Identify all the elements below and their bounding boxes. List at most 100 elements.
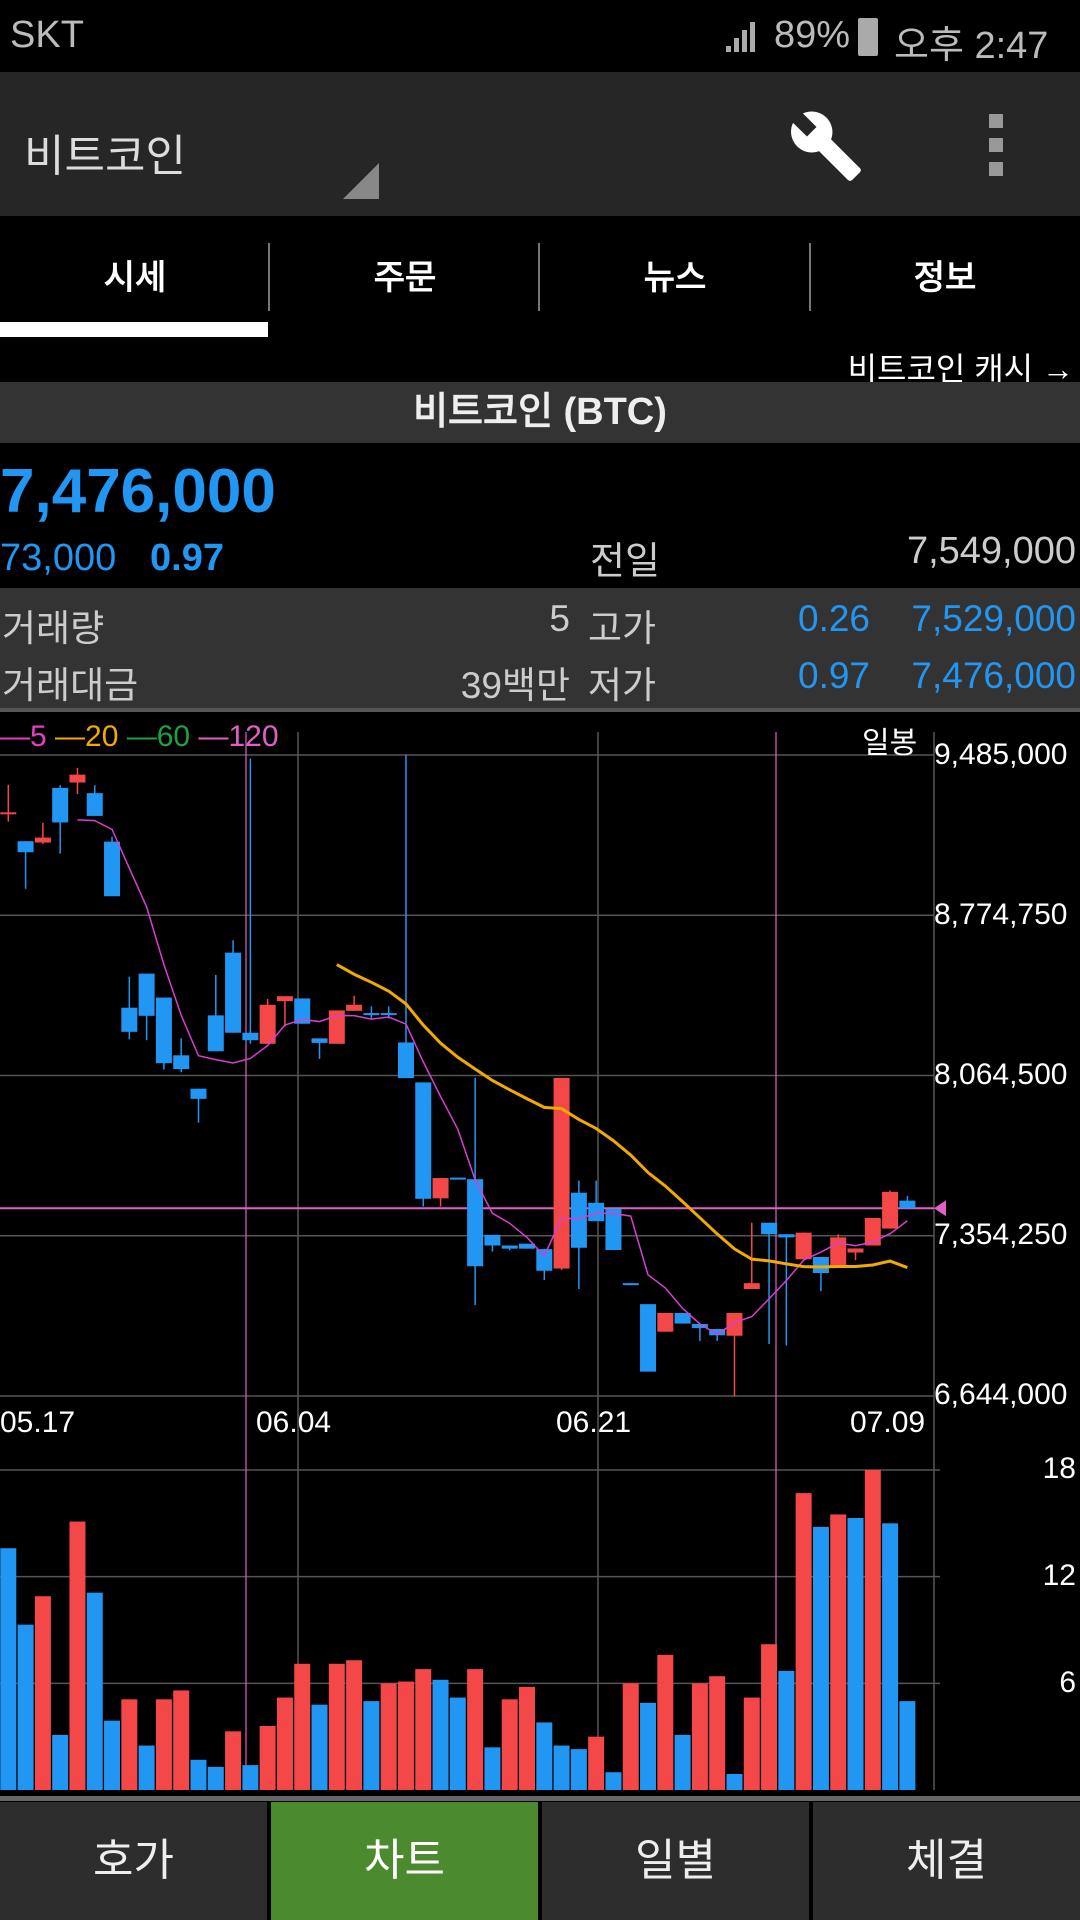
volume-bar: [121, 1699, 138, 1790]
coin-selector[interactable]: 비트코인: [0, 72, 390, 216]
candle-body: [726, 1312, 743, 1336]
candle-body: [397, 1042, 414, 1079]
volume-bar: [17, 1624, 34, 1790]
volume-bar: [519, 1686, 535, 1790]
candle-body: [0, 812, 17, 815]
volume-bar: [570, 1749, 587, 1790]
high-percent: 0.26: [798, 598, 871, 639]
volume-bar: [52, 1734, 69, 1790]
candle-body: [69, 774, 86, 783]
volume-bar: [588, 1736, 605, 1790]
candle-body: [864, 1217, 881, 1246]
candle-body: [674, 1312, 691, 1324]
volume-label: 거래량: [2, 608, 105, 649]
volume-bar: [449, 1697, 466, 1790]
candle-body: [363, 1013, 380, 1016]
divider: [0, 1796, 1080, 1801]
candle-body: [761, 1222, 778, 1235]
coin-title: 비트코인 (BTC): [0, 382, 1080, 443]
volume-tick: 18: [1042, 1452, 1076, 1485]
volume-bar: [207, 1766, 224, 1790]
bitcoin-cash-link[interactable]: 비트코인 캐시 →: [847, 351, 1074, 387]
volume-bar: [622, 1683, 639, 1790]
wrench-icon[interactable]: [788, 108, 864, 184]
volume-bar: [242, 1765, 259, 1790]
candle-body: [276, 996, 293, 1002]
tab-bar: 시세 주문 뉴스 정보: [0, 216, 1080, 340]
date-tick: 06.04: [256, 1406, 332, 1439]
dropdown-triangle-icon: [343, 163, 379, 199]
candle-body: [207, 1015, 224, 1052]
tab-order[interactable]: 주문: [373, 259, 437, 297]
candle-body: [52, 787, 69, 823]
status-bar: SKT 89% 오후 2:47: [0, 0, 1080, 72]
price-chart[interactable]: —5 —20 —60 —120 일봉 9,485,000 8,774,750 8…: [0, 712, 1080, 1800]
volume-bar: [259, 1726, 276, 1790]
ma5-line: [77, 819, 908, 1336]
volume-tick: 6: [1059, 1666, 1076, 1699]
volume-bar: [397, 1681, 414, 1790]
volume-value: 5: [549, 598, 570, 639]
volume-bar: [328, 1663, 345, 1790]
candle-body: [328, 1010, 345, 1044]
period-label[interactable]: 일봉: [862, 727, 918, 760]
high-value: 7,529,000: [911, 598, 1076, 639]
candle-body: [795, 1232, 812, 1260]
candle-body: [605, 1208, 622, 1251]
legend-ma60: —60: [126, 720, 191, 753]
tab-info[interactable]: 정보: [913, 259, 977, 297]
legend-ma120: —120: [198, 720, 279, 753]
candle-body: [138, 973, 155, 1016]
legend-ma20: —20: [55, 720, 119, 753]
app-bar: 비트코인: [0, 72, 1080, 216]
chart-button[interactable]: 차트: [271, 1802, 538, 1920]
orderbook-button[interactable]: 호가: [0, 1802, 267, 1920]
volume-bar: [812, 1526, 829, 1790]
candle-body: [899, 1200, 916, 1209]
tab-divider: [809, 243, 811, 311]
volume-bar: [363, 1701, 380, 1790]
candle-body: [380, 1013, 397, 1016]
volume-bar: [691, 1683, 708, 1790]
clock: 오후 2:47: [894, 25, 1049, 67]
trades-button[interactable]: 체결: [813, 1802, 1080, 1920]
candle-body: [519, 1243, 535, 1249]
candle-body: [432, 1178, 449, 1199]
candle-body: [173, 1055, 190, 1070]
tab-news[interactable]: 뉴스: [643, 259, 707, 297]
volume-bar: [778, 1670, 795, 1790]
price-tick: 7,354,250: [934, 1218, 1068, 1251]
volume-bar: [709, 1676, 726, 1790]
candle-body: [34, 837, 51, 843]
candle-body: [121, 1007, 138, 1032]
candle-body: [449, 1177, 466, 1180]
candle-body: [536, 1249, 553, 1271]
candle-body: [622, 1283, 639, 1286]
trade-info-box: 거래량 5 고가 0.26 7,529,000 거래대금 39백만 저가 0.9…: [0, 588, 1080, 708]
candle-body: [155, 997, 172, 1064]
daily-button[interactable]: 일별: [542, 1802, 809, 1920]
volume-bar: [864, 1470, 881, 1790]
candle-body: [225, 952, 242, 1033]
tab-price[interactable]: 시세: [103, 259, 167, 297]
price-change-percent: 0.97: [150, 537, 224, 579]
amount-label: 거래대금: [2, 665, 139, 706]
more-vertical-icon[interactable]: [980, 108, 1012, 184]
volume-bar: [553, 1745, 570, 1790]
date-tick: 07.09: [850, 1406, 926, 1439]
candle-body: [743, 1283, 760, 1290]
date-tick: 05.17: [0, 1406, 76, 1439]
tab-selected-indicator: [0, 322, 268, 337]
candle-body: [415, 1082, 432, 1199]
candle-body: [104, 841, 121, 897]
candle-body: [812, 1257, 829, 1274]
price-change: 73,000: [0, 537, 117, 579]
candle-body: [830, 1237, 847, 1268]
price-tick: 6,644,000: [934, 1378, 1068, 1411]
volume-bar: [726, 1774, 743, 1790]
candle-body: [346, 1004, 363, 1011]
volume-bar: [69, 1521, 86, 1790]
low-value: 7,476,000: [911, 655, 1076, 696]
candle-body: [86, 793, 103, 816]
volume-bar: [155, 1699, 172, 1790]
